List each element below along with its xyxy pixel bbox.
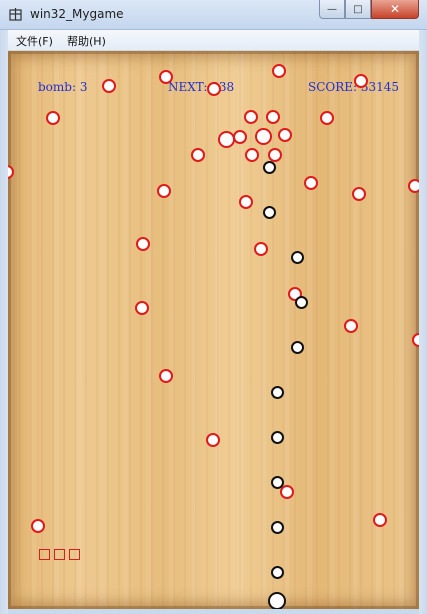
bomb-counter: bomb: 3: [38, 80, 87, 94]
window-frame-right: [419, 30, 427, 614]
enemy-ball: [206, 433, 220, 447]
minimize-icon: —: [327, 4, 337, 15]
enemy-ball: [354, 74, 368, 88]
enemy-ball: [233, 130, 247, 144]
life-icon: [69, 549, 80, 560]
game-canvas[interactable]: bomb: 3 NEXT: 338 SCORE: 33145: [8, 51, 419, 609]
player-bullet: [291, 341, 304, 354]
enemy-ball: [254, 242, 268, 256]
player-ball: [268, 592, 286, 609]
minimize-button[interactable]: —: [319, 0, 345, 19]
player-bullet: [271, 386, 284, 399]
maximize-button[interactable]: □: [345, 0, 371, 19]
menu-file[interactable]: 文件(F): [16, 33, 53, 49]
enemy-ball: [245, 148, 259, 162]
enemy-ball: [244, 110, 258, 124]
window-title: win32_Mygame: [30, 7, 124, 21]
enemy-ball: [46, 111, 60, 125]
title-bar[interactable]: win32_Mygame — □ ✕: [0, 0, 427, 30]
player-bullet: [271, 431, 284, 444]
enemy-ball: [408, 179, 419, 193]
enemy-ball: [31, 519, 45, 533]
player-bullet: [295, 296, 308, 309]
enemy-ball: [135, 301, 149, 315]
player-bullet: [263, 161, 276, 174]
next-counter: NEXT: 338: [168, 80, 234, 94]
enemy-ball: [191, 148, 205, 162]
enemy-ball: [344, 319, 358, 333]
enemy-ball: [157, 184, 171, 198]
window-frame-bottom: [8, 609, 419, 614]
app-icon: [9, 8, 22, 21]
enemy-ball: [218, 131, 235, 148]
enemy-ball: [268, 148, 282, 162]
menu-bar: 文件(F) 帮助(H): [8, 30, 419, 51]
maximize-icon: □: [353, 4, 362, 15]
player-bullet: [263, 206, 276, 219]
enemy-ball: [266, 110, 280, 124]
life-icon: [54, 549, 65, 560]
enemy-ball: [278, 128, 292, 142]
close-icon: ✕: [390, 2, 400, 16]
enemy-ball: [207, 82, 221, 96]
enemy-ball: [136, 237, 150, 251]
enemy-ball: [239, 195, 253, 209]
player-bullet: [271, 566, 284, 579]
enemy-ball: [373, 513, 387, 527]
enemy-ball: [272, 64, 286, 78]
life-icon: [39, 549, 50, 560]
player-bullet: [271, 521, 284, 534]
player-bullet: [271, 476, 284, 489]
player-bullet: [291, 251, 304, 264]
enemy-ball: [255, 128, 272, 145]
enemy-ball: [304, 176, 318, 190]
window-frame-left: [0, 30, 8, 614]
enemy-ball: [102, 79, 116, 93]
enemy-ball: [352, 187, 366, 201]
enemy-ball: [159, 369, 173, 383]
close-button[interactable]: ✕: [371, 0, 419, 19]
enemy-ball: [412, 333, 419, 347]
enemy-ball: [159, 70, 173, 84]
wood-bevel: [8, 51, 419, 609]
menu-help[interactable]: 帮助(H): [67, 33, 106, 49]
enemy-ball: [8, 165, 14, 179]
enemy-ball: [320, 111, 334, 125]
